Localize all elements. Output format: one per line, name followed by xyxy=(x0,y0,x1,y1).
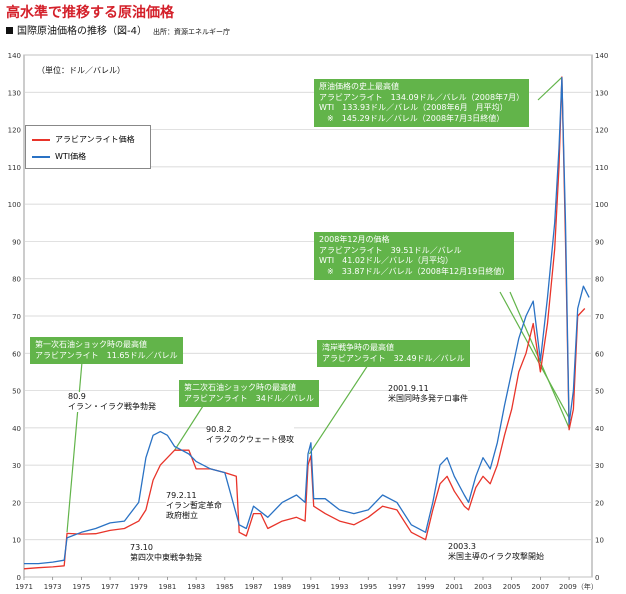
x-tick-label: 1991 xyxy=(302,583,320,591)
y-tick-label-left: 70 xyxy=(12,313,21,321)
y-tick-label-left: 80 xyxy=(12,276,21,284)
x-tick-label: 1977 xyxy=(101,583,119,591)
y-tick-label-right: 50 xyxy=(595,388,604,396)
annotation-first-oil-shock: 第一次石油ショック時の最高値 アラビアンライト 11.65ドル／バレル xyxy=(30,337,183,364)
x-tick-label-last: 2009（年） xyxy=(559,582,598,591)
y-tick-label-right: 130 xyxy=(595,89,608,97)
x-tick-label: 1987 xyxy=(245,583,263,591)
annotation-dec-2008: 2008年12月の価格 アラビアンライト 39.51ドル／バレル WTI 41.… xyxy=(314,232,514,280)
event-label-yom-kippur-war: 73.10 第四次中東戦争勃発 xyxy=(130,543,202,563)
y-tick-label-right: 100 xyxy=(595,201,608,209)
y-tick-label-right: 60 xyxy=(595,350,604,358)
y-tick-label-left: 120 xyxy=(8,127,21,135)
legend-swatch-arabian-light xyxy=(32,139,50,141)
event-label-iran-iraq-war: 80.9 イラン・イラク戦争勃発 xyxy=(68,392,156,412)
y-tick-label-left: 110 xyxy=(8,164,21,172)
x-tick-label: 2001 xyxy=(445,583,463,591)
y-tick-label-left: 30 xyxy=(12,462,21,470)
y-tick-label-right: 40 xyxy=(595,425,604,433)
y-tick-label-left: 140 xyxy=(8,52,21,60)
x-tick-label: 1979 xyxy=(130,583,148,591)
y-tick-label-left: 50 xyxy=(12,388,21,396)
legend: アラビアンライト価格 WTI価格 xyxy=(25,125,151,169)
y-tick-label-left: 90 xyxy=(12,238,21,246)
x-tick-label: 1971 xyxy=(15,583,33,591)
x-tick-label: 1995 xyxy=(359,583,377,591)
x-tick-label: 1999 xyxy=(417,583,435,591)
annotation-gulf-war: 湾岸戦争時の最高値 アラビアンライト 32.49ドル／バレル xyxy=(317,340,470,367)
x-tick-label: 1985 xyxy=(216,583,234,591)
legend-swatch-wti xyxy=(32,156,50,158)
y-tick-label-right: 0 xyxy=(595,574,599,582)
y-tick-label-left: 130 xyxy=(8,89,21,97)
event-label-sept-11: 2001.9.11 米国同時多発テロ事件 xyxy=(388,384,468,404)
x-tick-label: 1981 xyxy=(159,583,177,591)
y-tick-label-left: 100 xyxy=(8,201,21,209)
annotation-record-high: 原油価格の史上最高値 アラビアンライト 134.09ドル／バレル（2008年7月… xyxy=(314,79,529,127)
x-tick-label: 2005 xyxy=(503,583,521,591)
x-tick-label: 1993 xyxy=(331,583,349,591)
y-tick-label-right: 30 xyxy=(595,462,604,470)
legend-item-wti: WTI価格 xyxy=(32,151,86,162)
y-tick-label-left: 40 xyxy=(12,425,21,433)
x-tick-label: 1975 xyxy=(72,583,90,591)
x-tick-label: 1983 xyxy=(187,583,205,591)
y-tick-label-left: 0 xyxy=(17,574,21,582)
y-tick-label-right: 110 xyxy=(595,164,608,172)
unit-label: （単位：ドル／バレル） xyxy=(37,66,125,76)
y-tick-label-left: 20 xyxy=(12,499,21,507)
legend-item-arabian-light: アラビアンライト価格 xyxy=(32,134,135,145)
y-tick-label-right: 10 xyxy=(595,537,604,545)
y-tick-label-right: 80 xyxy=(595,276,604,284)
y-tick-label-right: 120 xyxy=(595,127,608,135)
event-label-iran-revolution: 79.2.11 イラン暫定革命 政府樹立 xyxy=(166,491,222,521)
y-tick-label-left: 60 xyxy=(12,350,21,358)
y-tick-label-right: 70 xyxy=(595,313,604,321)
event-label-iraq-war: 2003.3 米国主導のイラク攻撃開始 xyxy=(448,542,544,562)
x-tick-label: 1989 xyxy=(273,583,291,591)
y-tick-label-right: 140 xyxy=(595,52,608,60)
x-tick-label: 1973 xyxy=(44,583,62,591)
annotation-second-oil-shock: 第二次石油ショック時の最高値 アラビアンライト 34ドル／バレル xyxy=(179,380,319,407)
x-tick-label: 2003 xyxy=(474,583,492,591)
y-tick-label-right: 90 xyxy=(595,238,604,246)
y-tick-label-left: 10 xyxy=(12,537,21,545)
y-tick-label-right: 20 xyxy=(595,499,604,507)
x-tick-label: 2007 xyxy=(531,583,549,591)
x-tick-label: 1997 xyxy=(388,583,406,591)
legend-label-wti: WTI価格 xyxy=(55,151,86,162)
legend-label-arabian-light: アラビアンライト価格 xyxy=(55,134,135,145)
event-label-kuwait-invasion: 90.8.2 イラクのクウェート侵攻 xyxy=(206,425,294,445)
